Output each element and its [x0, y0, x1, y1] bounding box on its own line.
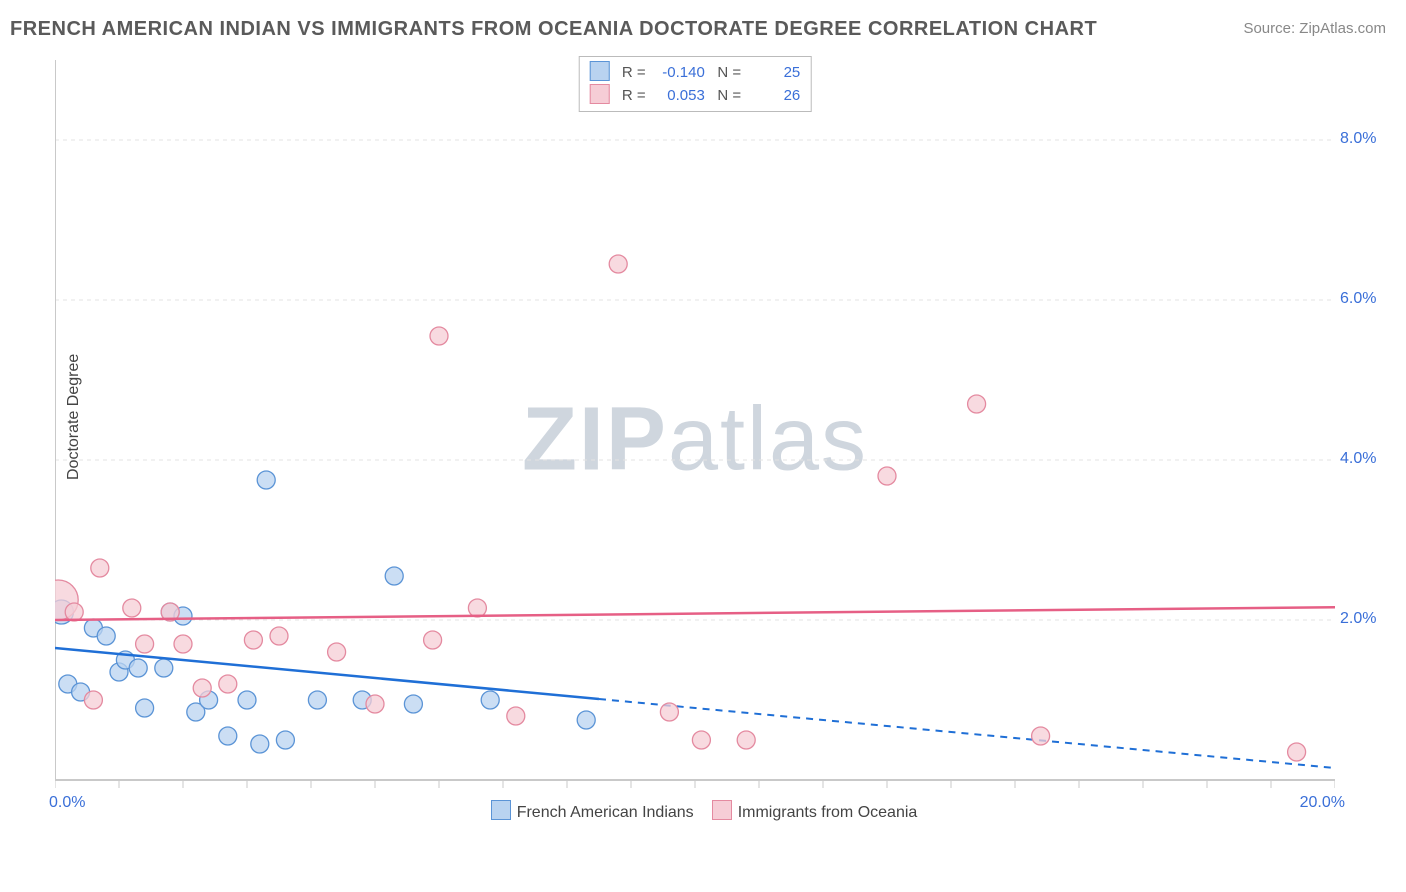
chart-svg — [55, 60, 1335, 820]
y-tick-label: 8.0% — [1340, 130, 1395, 148]
legend-n-pink: 26 — [745, 85, 800, 107]
legend-row-pink: R = 0.053 N = 26 — [590, 84, 801, 107]
legend-swatch-blue — [590, 61, 610, 81]
legend-label: Immigrants from Oceania — [738, 804, 918, 821]
chart-title: FRENCH AMERICAN INDIAN VS IMMIGRANTS FRO… — [10, 18, 1097, 41]
correlation-legend: R = -0.140 N = 25 R = 0.053 N = 26 — [579, 56, 812, 112]
legend-r-pink: 0.053 — [650, 85, 705, 107]
x-tick-right: 20.0% — [1300, 794, 1345, 812]
y-tick-label: 6.0% — [1340, 290, 1395, 308]
plot-area: ZIPatlas Doctorate Degree R = -0.140 N =… — [55, 60, 1335, 820]
legend-n-label: N = — [709, 64, 745, 81]
legend-label: French American Indians — [517, 804, 694, 821]
legend-r-blue: -0.140 — [650, 62, 705, 84]
y-tick-label: 2.0% — [1340, 610, 1395, 628]
series-legend: French American Indians Immigrants from O… — [55, 800, 1335, 822]
y-tick-label: 4.0% — [1340, 450, 1395, 468]
x-tick-left: 0.0% — [49, 794, 85, 812]
legend-swatch-pink — [590, 84, 610, 104]
y-axis-label: Doctorate Degree — [65, 354, 83, 480]
legend-swatch — [712, 800, 732, 820]
legend-n-blue: 25 — [745, 62, 800, 84]
legend-r-label: R = — [622, 64, 650, 81]
legend-n-label: N = — [709, 87, 745, 104]
legend-row-blue: R = -0.140 N = 25 — [590, 61, 801, 84]
legend-swatch — [491, 800, 511, 820]
source-label: Source: ZipAtlas.com — [1243, 20, 1386, 37]
legend-r-label: R = — [622, 87, 650, 104]
